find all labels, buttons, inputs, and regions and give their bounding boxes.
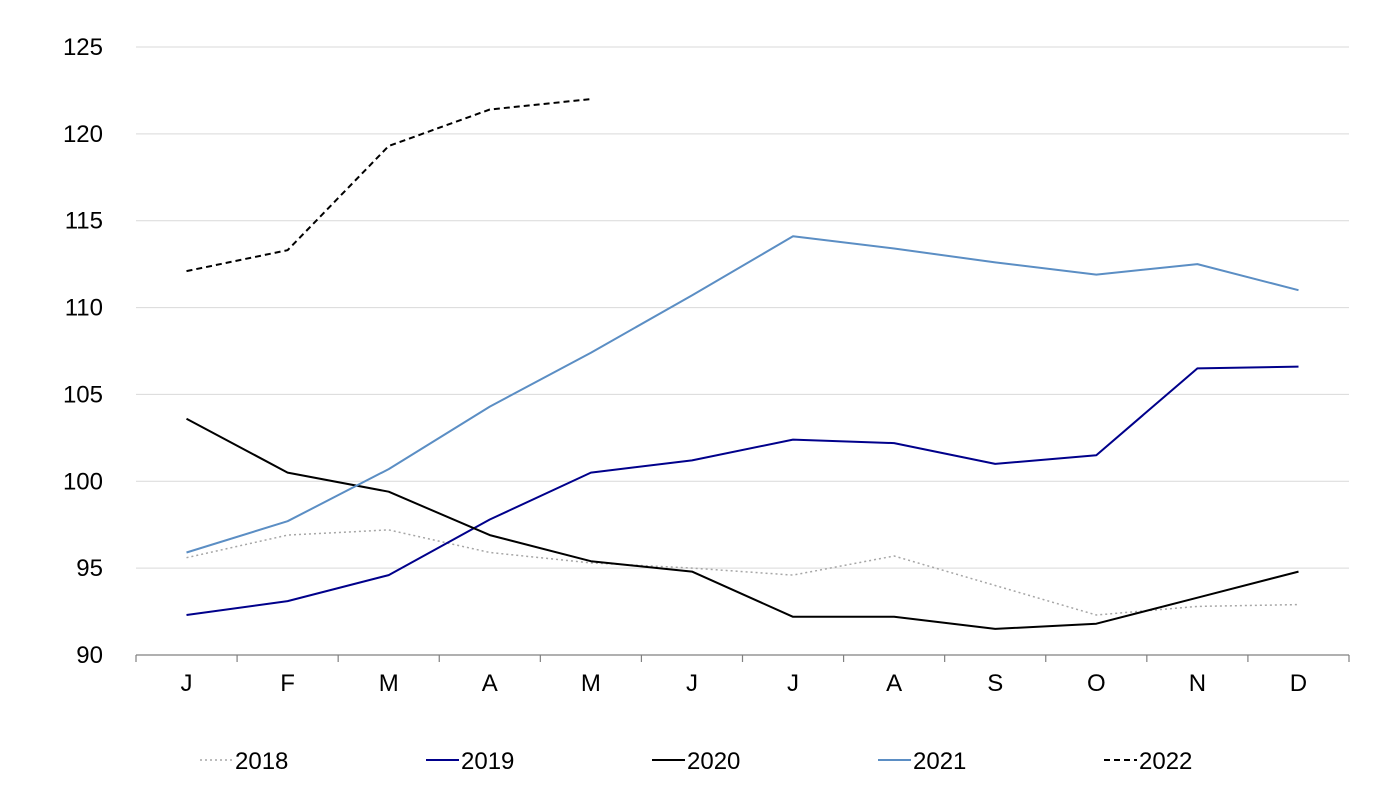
legend-label: 2018 [235, 748, 288, 775]
y-tick-labels: 90 95 100 105 110 115 120 125 [63, 34, 103, 669]
legend-label: 2020 [687, 748, 740, 775]
y-tick-label: 120 [63, 121, 103, 148]
legend-item-2022: 2022 [1104, 748, 1192, 775]
legend-item-2019: 2019 [426, 748, 514, 775]
gridlines [136, 46, 1349, 569]
series-line-2022 [186, 98, 592, 273]
x-tick-label: F [280, 670, 295, 697]
series-lines [186, 98, 1299, 630]
legend-label: 2021 [913, 748, 966, 775]
axes [135, 654, 1350, 662]
x-tick-label: O [1087, 670, 1106, 697]
x-tick-label: N [1189, 670, 1206, 697]
series-line-2019 [186, 365, 1299, 616]
x-tick-label: M [379, 670, 399, 697]
legend-item-2020: 2020 [652, 748, 740, 775]
x-tick-label: D [1290, 670, 1307, 697]
y-tick-label: 110 [65, 295, 103, 322]
x-tick-label: A [482, 670, 498, 697]
y-tick-label: 95 [76, 555, 103, 582]
x-tick-label: S [987, 670, 1003, 697]
y-tick-label: 115 [65, 208, 103, 235]
x-tick-label: J [181, 670, 193, 697]
x-tick-label: J [787, 670, 799, 697]
series-line-2020 [186, 417, 1299, 630]
x-tick-label: M [581, 670, 601, 697]
y-tick-label: 125 [63, 34, 103, 61]
y-tick-label: 105 [63, 381, 103, 408]
legend-label: 2022 [1139, 748, 1192, 775]
series-line-2021 [186, 235, 1299, 554]
y-tick-label: 100 [63, 468, 103, 495]
x-tick-label: A [886, 670, 902, 697]
legend-item-2018: 2018 [200, 748, 288, 775]
y-tick-label: 90 [76, 642, 103, 669]
x-tick-label: J [686, 670, 698, 697]
legend: 2018 2019 2020 2021 2022 [200, 748, 1192, 775]
series-line-2018 [186, 529, 1299, 616]
legend-item-2021: 2021 [878, 748, 966, 775]
legend-label: 2019 [461, 748, 514, 775]
